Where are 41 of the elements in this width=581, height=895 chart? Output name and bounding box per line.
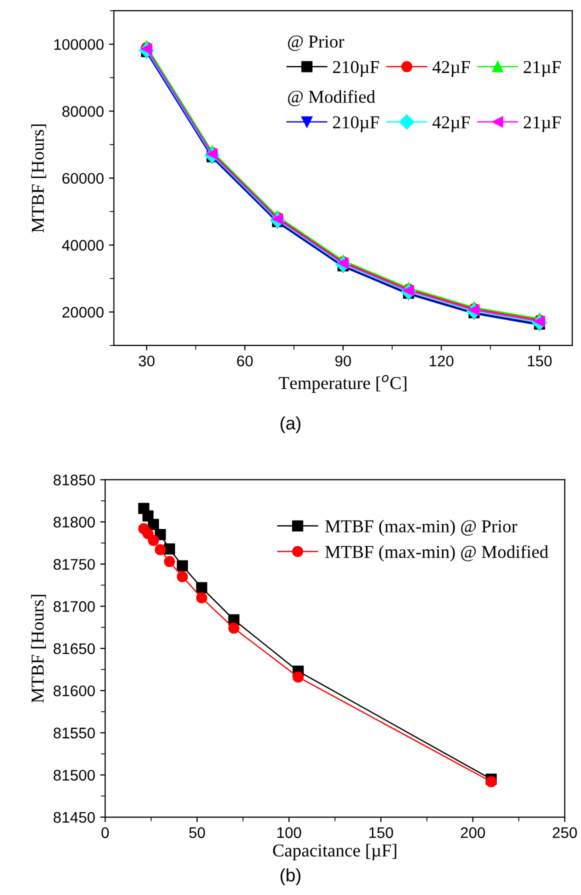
x-tick-label: 60 [237,356,253,366]
y-tick-label: 81600 [54,685,95,696]
x-tick-label: 100 [277,827,302,838]
y-axis-title: MTBF [Hours] [31,594,46,703]
x-tick-label: 30 [138,356,155,366]
y-tick-label: 81800 [54,516,95,528]
y-tick-label: 81650 [54,643,95,654]
y-axis-title: MTBF [Hours] [31,124,46,233]
y-tick-label: 81700 [54,601,95,612]
y-tick-label: 81450 [54,812,95,823]
x-tick-label: 50 [189,827,205,838]
x-axis-title: Temperature [$^{o}$C] [278,374,406,393]
y-tick-label: 20000 [62,306,104,318]
x-tick-label: 120 [430,356,454,366]
y-tick-label: 81750 [54,558,95,570]
x-tick-label: 90 [335,356,351,366]
x-tick-label: 150 [369,827,394,838]
legend-label: MTBF (max-min) @ Prior [325,520,518,536]
legend-label: 42µF [432,61,470,77]
legend-label: 21µF [524,116,561,132]
y-tick-label: 81850 [54,474,95,486]
text: @ Prior [288,35,344,51]
legend-label: 210µF [332,116,380,132]
y-tick-label: 60000 [62,172,104,184]
legend-label: 42µF [432,116,470,132]
text: (b) [280,868,300,886]
y-tick-label: 100000 [54,39,104,50]
x-tick-label: 150 [528,356,552,366]
legend-label: 210µF [332,60,380,77]
x-tick-label: 0 [102,827,109,838]
legend-label: 21µF [524,61,561,77]
y-tick-label: 81500 [54,770,95,781]
x-tick-label: 200 [460,827,485,838]
y-tick-label: 81550 [54,728,95,738]
y-tick-label: 80000 [62,106,104,117]
text: @ Modified [288,90,376,106]
x-tick-label: 250 [552,827,577,838]
x-axis-title: Capacitance [µF] [273,844,396,860]
y-tick-label: 40000 [62,240,104,251]
legend-label: MTBF (max-min) @ Modified [325,545,548,562]
text: (a) [280,416,300,434]
